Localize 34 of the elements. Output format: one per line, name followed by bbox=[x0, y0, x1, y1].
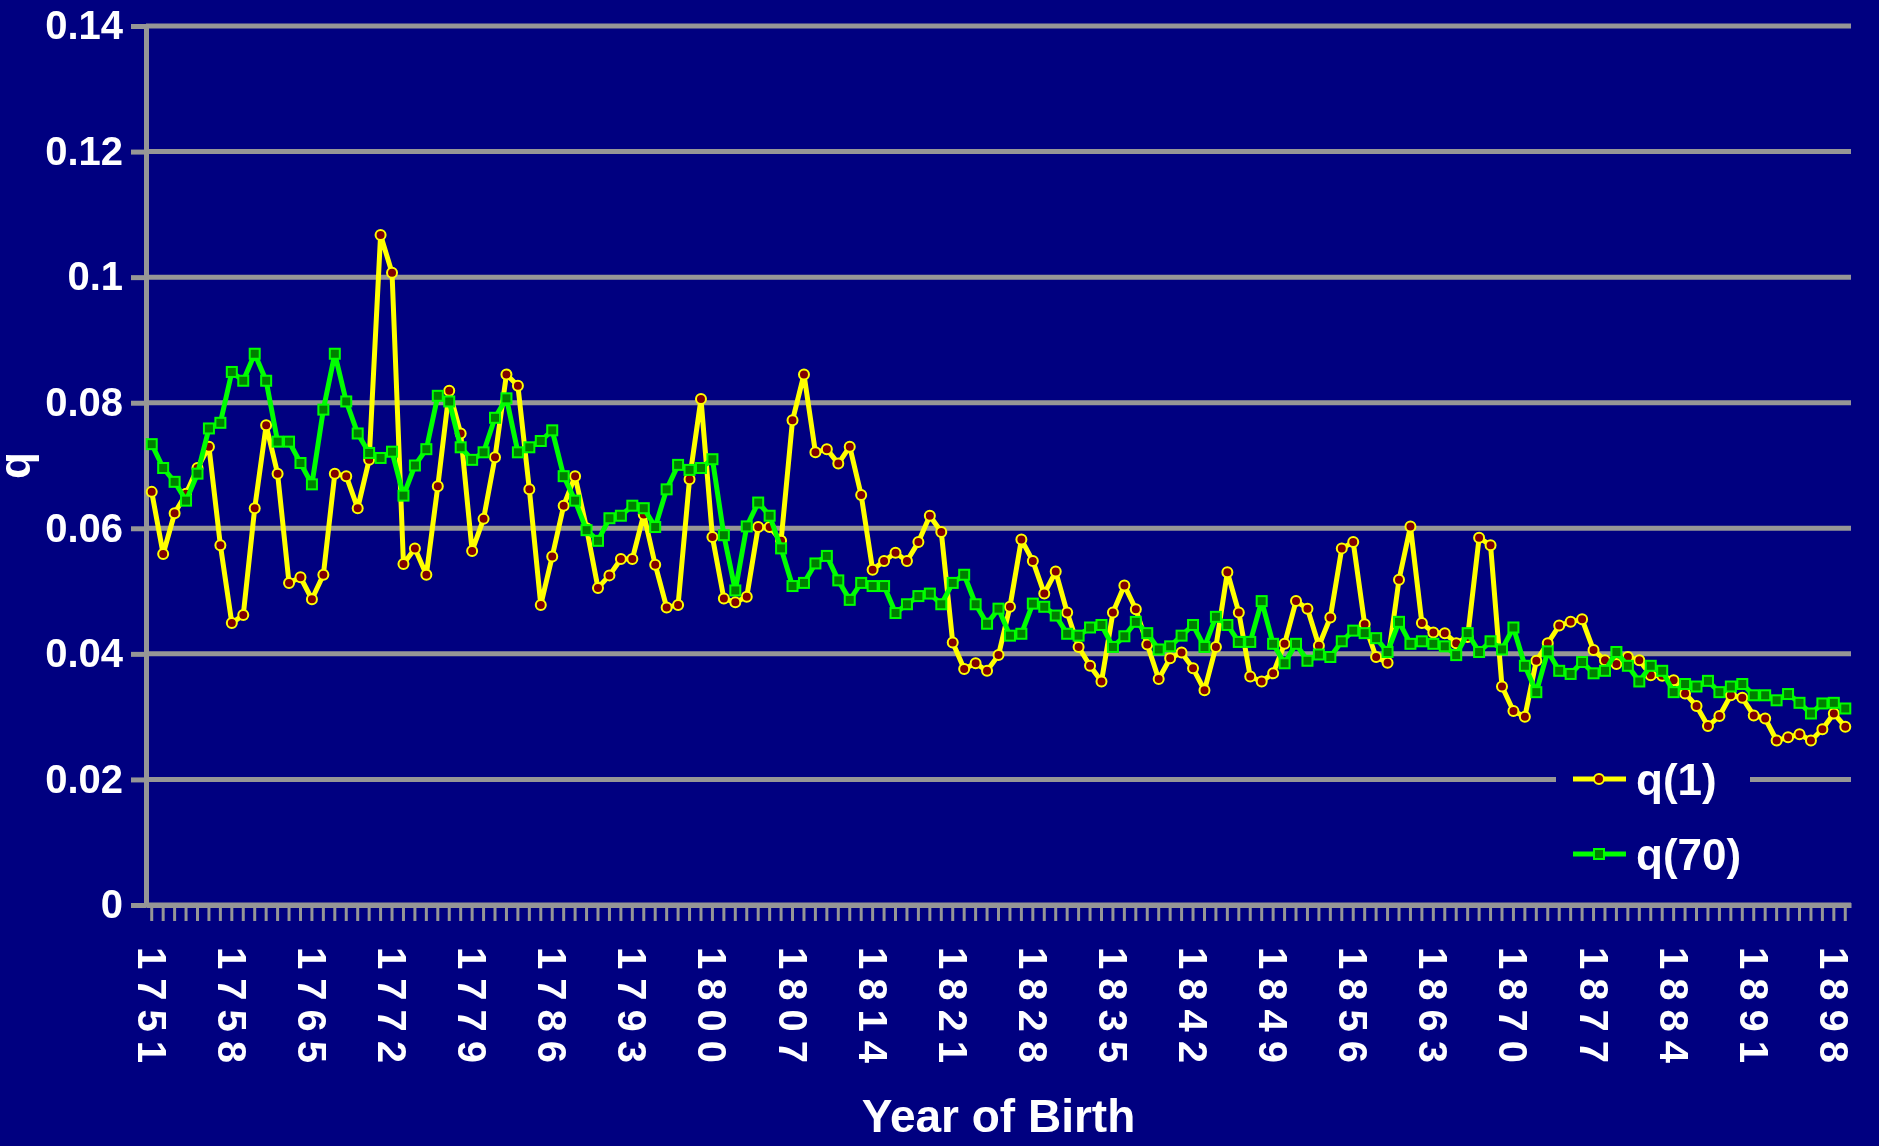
x-tick-label: 1891 bbox=[1731, 947, 1776, 1072]
x-tick-label: 1856 bbox=[1331, 947, 1376, 1072]
x-tick-label: 1772 bbox=[370, 947, 415, 1072]
y-tick-label: 0.14 bbox=[45, 3, 124, 48]
x-tick-label: 1793 bbox=[610, 947, 655, 1072]
x-tick-label: 1807 bbox=[770, 947, 815, 1072]
legend-label: q(70) bbox=[1636, 829, 1742, 879]
y-tick-label: 0.06 bbox=[45, 505, 123, 550]
y-axis-title: q bbox=[0, 452, 39, 479]
legend-label: q(1) bbox=[1636, 754, 1717, 804]
x-tick-label: 1821 bbox=[930, 947, 975, 1072]
x-tick-label: 1751 bbox=[129, 947, 174, 1072]
x-tick-label: 1835 bbox=[1090, 947, 1135, 1072]
x-tick-label: 1779 bbox=[450, 947, 495, 1072]
x-tick-label: 1877 bbox=[1571, 947, 1616, 1072]
x-tick-label: 1842 bbox=[1171, 947, 1216, 1072]
y-tick-label: 0 bbox=[100, 882, 123, 927]
x-tick-label: 1800 bbox=[690, 947, 735, 1072]
x-tick-label: 1884 bbox=[1651, 947, 1696, 1072]
y-tick-label: 0.12 bbox=[45, 128, 123, 173]
x-tick-label: 1765 bbox=[289, 947, 334, 1072]
x-tick-label: 1849 bbox=[1251, 947, 1296, 1072]
x-tick-label: 1863 bbox=[1411, 947, 1456, 1072]
y-tick-label: 0.02 bbox=[45, 756, 123, 801]
x-axis-title: Year of Birth bbox=[861, 1090, 1136, 1142]
x-tick-label: 1786 bbox=[530, 947, 575, 1072]
y-tick-label: 0.08 bbox=[45, 380, 123, 425]
x-tick-label: 1828 bbox=[1010, 947, 1055, 1072]
x-tick-label: 1898 bbox=[1811, 947, 1856, 1072]
y-tick-label: 0.1 bbox=[67, 254, 123, 299]
x-tick-label: 1870 bbox=[1491, 947, 1536, 1072]
x-tick-label: 1814 bbox=[850, 947, 895, 1072]
x-tick-label: 1758 bbox=[209, 947, 254, 1072]
y-tick-label: 0.04 bbox=[45, 631, 124, 676]
